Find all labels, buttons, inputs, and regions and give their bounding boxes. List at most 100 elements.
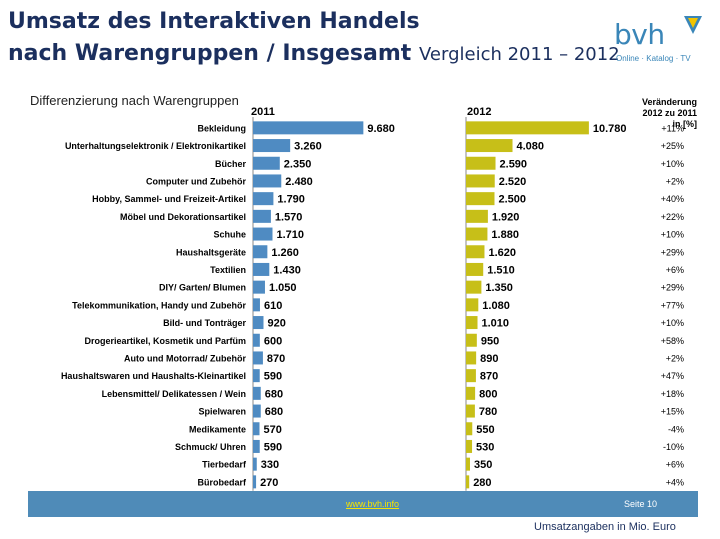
bar-2012	[466, 156, 496, 170]
data-label-2011: 570	[263, 424, 281, 436]
data-label-2011: 2.480	[285, 176, 313, 188]
bar-2011	[253, 298, 260, 312]
data-label-2012: 2.590	[500, 158, 528, 170]
change-value: +47%	[661, 371, 684, 381]
bar-2011	[253, 404, 261, 418]
category-label: Bild- und Tonträger	[163, 318, 246, 328]
bar-2011	[253, 439, 260, 453]
bar-2011	[253, 422, 260, 436]
bar-2011	[253, 316, 264, 330]
category-label: Haushaltsgeräte	[176, 247, 246, 257]
category-label: DIY/ Garten/ Blumen	[159, 283, 246, 293]
bar-2012	[466, 439, 473, 453]
unit-note: Umsatzangaben in Mio. Euro	[534, 521, 676, 533]
data-label-2012: 870	[480, 371, 498, 383]
change-value: +2%	[666, 176, 684, 186]
change-value: +2%	[666, 353, 684, 363]
bar-2011	[253, 174, 282, 188]
bar-2011	[253, 245, 268, 259]
category-label: Möbel und Dekorationsartikel	[120, 212, 246, 222]
data-label-2012: 1.080	[482, 300, 510, 312]
change-value: +6%	[666, 265, 684, 275]
bar-2012	[466, 298, 479, 312]
data-label-2011: 1.710	[276, 229, 304, 241]
change-value: +10%	[661, 318, 684, 328]
category-label: Lebensmittel/ Delikatessen / Wein	[102, 389, 246, 399]
data-label-2012: 530	[476, 441, 494, 453]
change-value: -4%	[668, 424, 684, 434]
bar-2012	[466, 192, 495, 206]
data-label-2012: 2.520	[499, 176, 527, 188]
data-label-2012: 280	[473, 477, 491, 489]
data-label-2011: 920	[267, 318, 285, 330]
logo-wordmark: bvh	[614, 18, 665, 51]
data-label-2012: 350	[474, 459, 492, 471]
category-label: Medikamente	[189, 424, 246, 434]
data-label-2011: 590	[264, 371, 282, 383]
data-label-2012: 1.510	[487, 264, 515, 276]
year-2012-header: 2012	[467, 106, 492, 118]
change-value: +10%	[661, 230, 684, 240]
data-label-2012: 780	[479, 406, 497, 418]
category-label: Bücher	[215, 159, 247, 169]
data-label-2012: 800	[479, 388, 497, 400]
bar-2012	[466, 351, 477, 365]
footer-link[interactable]: www.bvh.info	[346, 499, 400, 509]
data-label-2011: 680	[265, 388, 283, 400]
bar-2011	[253, 351, 263, 365]
change-value: +6%	[666, 460, 684, 470]
data-label-2012: 4.080	[517, 141, 545, 153]
category-label: Tierbedarf	[202, 460, 247, 470]
bar-2012	[466, 139, 513, 153]
change-value: +29%	[661, 247, 684, 257]
bar-2011	[253, 386, 261, 400]
data-label-2011: 3.260	[294, 141, 322, 153]
title-line-2-text: nach Warengruppen / Insgesamt	[8, 41, 412, 66]
change-value: +18%	[661, 389, 684, 399]
data-label-2012: 1.350	[485, 282, 513, 294]
data-label-2011: 330	[261, 459, 279, 471]
data-label-2011: 600	[264, 335, 282, 347]
bar-2011	[253, 192, 274, 206]
year-2011-header: 2011	[251, 106, 275, 118]
category-label: Telekommunikation, Handy und Zubehör	[72, 300, 246, 310]
change-value: +77%	[661, 300, 684, 310]
page-title: Umsatz des Interaktiven Handels nach War…	[8, 6, 620, 71]
bar-2012	[466, 262, 484, 276]
bar-2011	[253, 262, 270, 276]
change-header-line-2: 2012 zu 2011	[642, 108, 697, 118]
change-header-line-1: Veränderung	[641, 97, 697, 107]
footer-bar: www.bvh.info Seite 10	[28, 491, 698, 517]
change-value: +4%	[666, 477, 684, 487]
bar-2011	[253, 457, 257, 471]
bar-2012	[466, 245, 485, 259]
bar-2011	[253, 475, 257, 489]
category-label: Hobby, Sammel- und Freizeit-Artikel	[92, 194, 246, 204]
category-label: Haushaltswaren und Haushalts-Kleinartike…	[61, 371, 246, 381]
change-value: +25%	[661, 141, 684, 151]
category-label: Textilien	[210, 265, 246, 275]
change-value: +58%	[661, 336, 684, 346]
bar-2011	[253, 139, 291, 153]
bar-2011	[253, 280, 265, 294]
bar-2012	[466, 227, 488, 241]
category-label: Bekleidung	[197, 123, 246, 133]
category-label: Unterhaltungselektronik / Elektronikarti…	[65, 141, 246, 151]
change-value: +40%	[661, 194, 684, 204]
bar-2012	[466, 386, 476, 400]
category-label: Bürobedarf	[197, 477, 247, 487]
title-subtitle: Vergleich 2011 – 2012	[419, 44, 620, 65]
change-header-line-3: in [%]	[672, 119, 698, 129]
data-label-2011: 1.570	[275, 211, 303, 223]
logo-tagline: Online · Katalog · TV	[616, 54, 691, 63]
data-label-2011: 1.430	[273, 264, 301, 276]
data-label-2011: 2.350	[284, 158, 312, 170]
data-label-2011: 590	[264, 441, 282, 453]
bar-2012	[466, 404, 475, 418]
data-label-2011: 270	[260, 477, 278, 489]
data-label-2011: 1.050	[269, 282, 297, 294]
bar-2012	[466, 422, 473, 436]
change-value: +29%	[661, 283, 684, 293]
data-label-2012: 1.010	[482, 318, 510, 330]
change-value: +15%	[661, 407, 684, 417]
